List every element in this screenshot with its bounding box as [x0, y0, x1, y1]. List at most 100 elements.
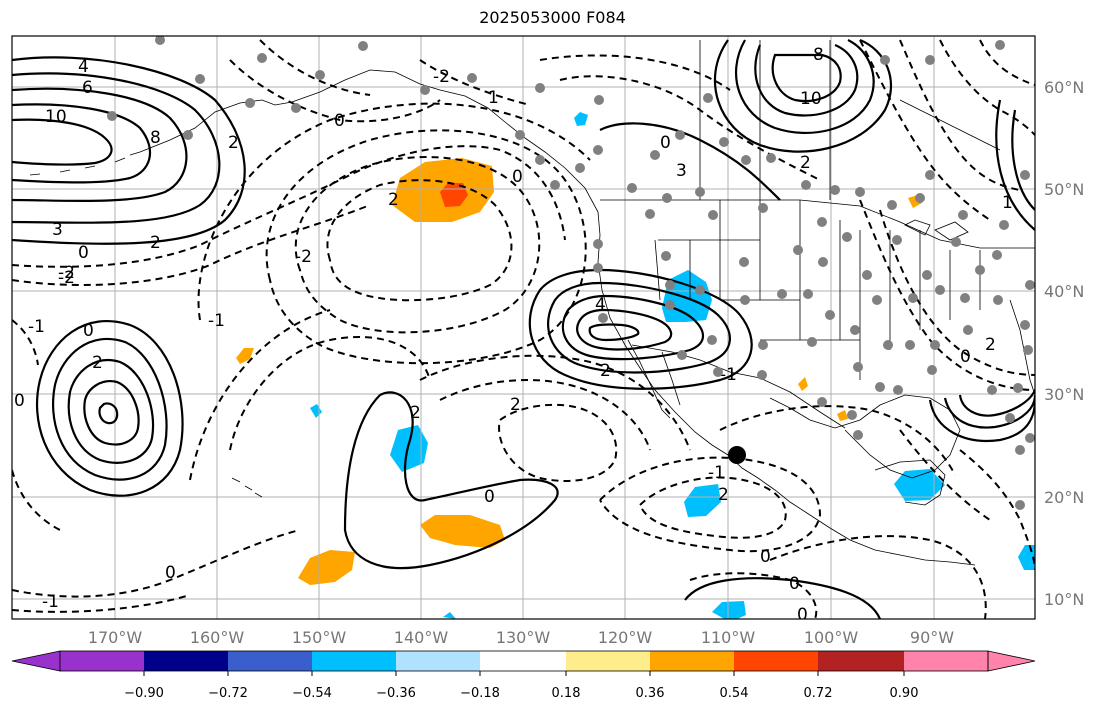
svg-text:2: 2: [985, 335, 996, 355]
svg-text:0: 0: [78, 243, 89, 263]
svg-text:−0.54: −0.54: [292, 686, 332, 701]
svg-text:2: 2: [718, 485, 729, 505]
colorbar-segment: [480, 651, 566, 671]
svg-text:2: 2: [510, 395, 521, 415]
svg-text:0.72: 0.72: [804, 686, 833, 701]
colorbar-segment: [734, 651, 818, 671]
svg-text:0: 0: [334, 111, 345, 131]
east-coast: [1009, 299, 1035, 396]
svg-text:40°N: 40°N: [1044, 282, 1084, 301]
colorbar-segment: [144, 651, 228, 671]
svg-text:2: 2: [600, 361, 611, 381]
svg-text:4: 4: [78, 57, 89, 77]
svg-text:−0.36: −0.36: [376, 686, 416, 701]
colorbar-segment: [904, 651, 988, 671]
us-canada-border: [600, 199, 1035, 249]
orange-region-pacific-south: [298, 550, 355, 585]
colorbar-segment: [396, 651, 480, 671]
svg-text:−0.18: −0.18: [460, 686, 500, 701]
svg-text:-2: -2: [295, 247, 312, 267]
svg-text:110°W: 110°W: [701, 628, 756, 647]
svg-text:−0.90: −0.90: [124, 686, 164, 701]
colorbar-ticks: [143, 671, 905, 676]
svg-text:10: 10: [800, 89, 822, 109]
colorbar: −0.90 −0.72 −0.54 −0.36 −0.18 0.18 0.36 …: [11, 650, 1036, 701]
svg-text:0: 0: [512, 167, 523, 187]
longitude-labels: 170°W 160°W 150°W 140°W 130°W 120°W 110°…: [88, 628, 954, 647]
svg-text:-2: -2: [58, 268, 75, 288]
svg-text:1: 1: [488, 88, 499, 108]
svg-text:0: 0: [660, 133, 671, 153]
svg-text:2: 2: [410, 403, 421, 423]
orange-region-small-west: [236, 348, 254, 364]
hawaii: [231, 477, 263, 498]
svg-text:2: 2: [800, 153, 811, 173]
svg-text:6: 6: [82, 78, 93, 98]
svg-text:150°W: 150°W: [292, 628, 347, 647]
svg-text:50°N: 50°N: [1044, 180, 1084, 199]
colorbar-extend-min: [11, 650, 61, 672]
blue-region-gulf-mexico: [894, 469, 945, 501]
blue-region-pacific-b: [684, 484, 721, 517]
svg-text:100°W: 100°W: [804, 628, 859, 647]
svg-text:-1: -1: [708, 463, 725, 483]
colorbar-segment: [312, 651, 396, 671]
great-lakes: [904, 219, 969, 241]
svg-text:2: 2: [150, 233, 161, 253]
svg-text:-1: -1: [208, 311, 225, 331]
orange-region-small-2: [798, 377, 808, 391]
svg-text:3: 3: [52, 220, 63, 240]
svg-text:8: 8: [150, 128, 161, 148]
svg-text:170°W: 170°W: [88, 628, 143, 647]
svg-text:0: 0: [14, 391, 25, 411]
blue-region-south: [712, 601, 746, 619]
colorbar-segment: [650, 651, 734, 671]
svg-text:3: 3: [676, 161, 687, 181]
colorbar-segment: [818, 651, 904, 671]
svg-text:120°W: 120°W: [598, 628, 653, 647]
graticule: [12, 36, 1035, 619]
svg-text:-1: -1: [720, 365, 737, 385]
svg-text:0.36: 0.36: [636, 686, 665, 701]
latitude-labels: 60°N 50°N 40°N 30°N 20°N 10°N: [1044, 78, 1084, 609]
colorbar-tick-labels: −0.90 −0.72 −0.54 −0.36 −0.18 0.18 0.36 …: [124, 686, 918, 701]
svg-text:0.90: 0.90: [890, 686, 919, 701]
svg-text:-2: -2: [433, 67, 450, 87]
svg-text:0: 0: [484, 487, 495, 507]
svg-text:0: 0: [960, 347, 971, 367]
svg-text:−0.72: −0.72: [208, 686, 248, 701]
svg-text:140°W: 140°W: [394, 628, 449, 647]
svg-text:160°W: 160°W: [190, 628, 245, 647]
svg-text:0: 0: [797, 605, 808, 625]
svg-text:1: 1: [1002, 193, 1013, 213]
svg-text:2: 2: [388, 190, 399, 210]
yucatan: [874, 459, 946, 506]
svg-text:0: 0: [760, 547, 771, 567]
svg-text:130°W: 130°W: [496, 628, 551, 647]
svg-text:0.54: 0.54: [720, 686, 749, 701]
svg-text:10°N: 10°N: [1044, 590, 1084, 609]
orange-region-pacific-east: [420, 515, 505, 548]
svg-text:0: 0: [789, 574, 800, 594]
blue-region-small-3: [443, 612, 456, 619]
svg-text:0: 0: [83, 321, 94, 341]
orange-region-small-3: [837, 410, 848, 421]
colorbar-segment: [566, 651, 650, 671]
colorbar-frame: [59, 650, 989, 672]
svg-text:8: 8: [813, 45, 824, 65]
map-frame: [11, 35, 1036, 620]
station-dots: [107, 36, 1035, 510]
contours-positive: [12, 38, 1035, 619]
svg-text:90°W: 90°W: [910, 628, 954, 647]
aleutian-islands: [29, 151, 141, 176]
blue-region-pacific-a: [390, 425, 428, 472]
svg-text:0: 0: [165, 563, 176, 583]
colorbar-extend-max: [987, 650, 1036, 672]
black-marker: [728, 446, 746, 464]
svg-text:-2: -2: [58, 263, 75, 283]
svg-text:30°N: 30°N: [1044, 385, 1084, 404]
svg-text:10: 10: [45, 107, 67, 127]
colorbar-segment: [228, 651, 312, 671]
colorbar-segment: [60, 651, 144, 671]
